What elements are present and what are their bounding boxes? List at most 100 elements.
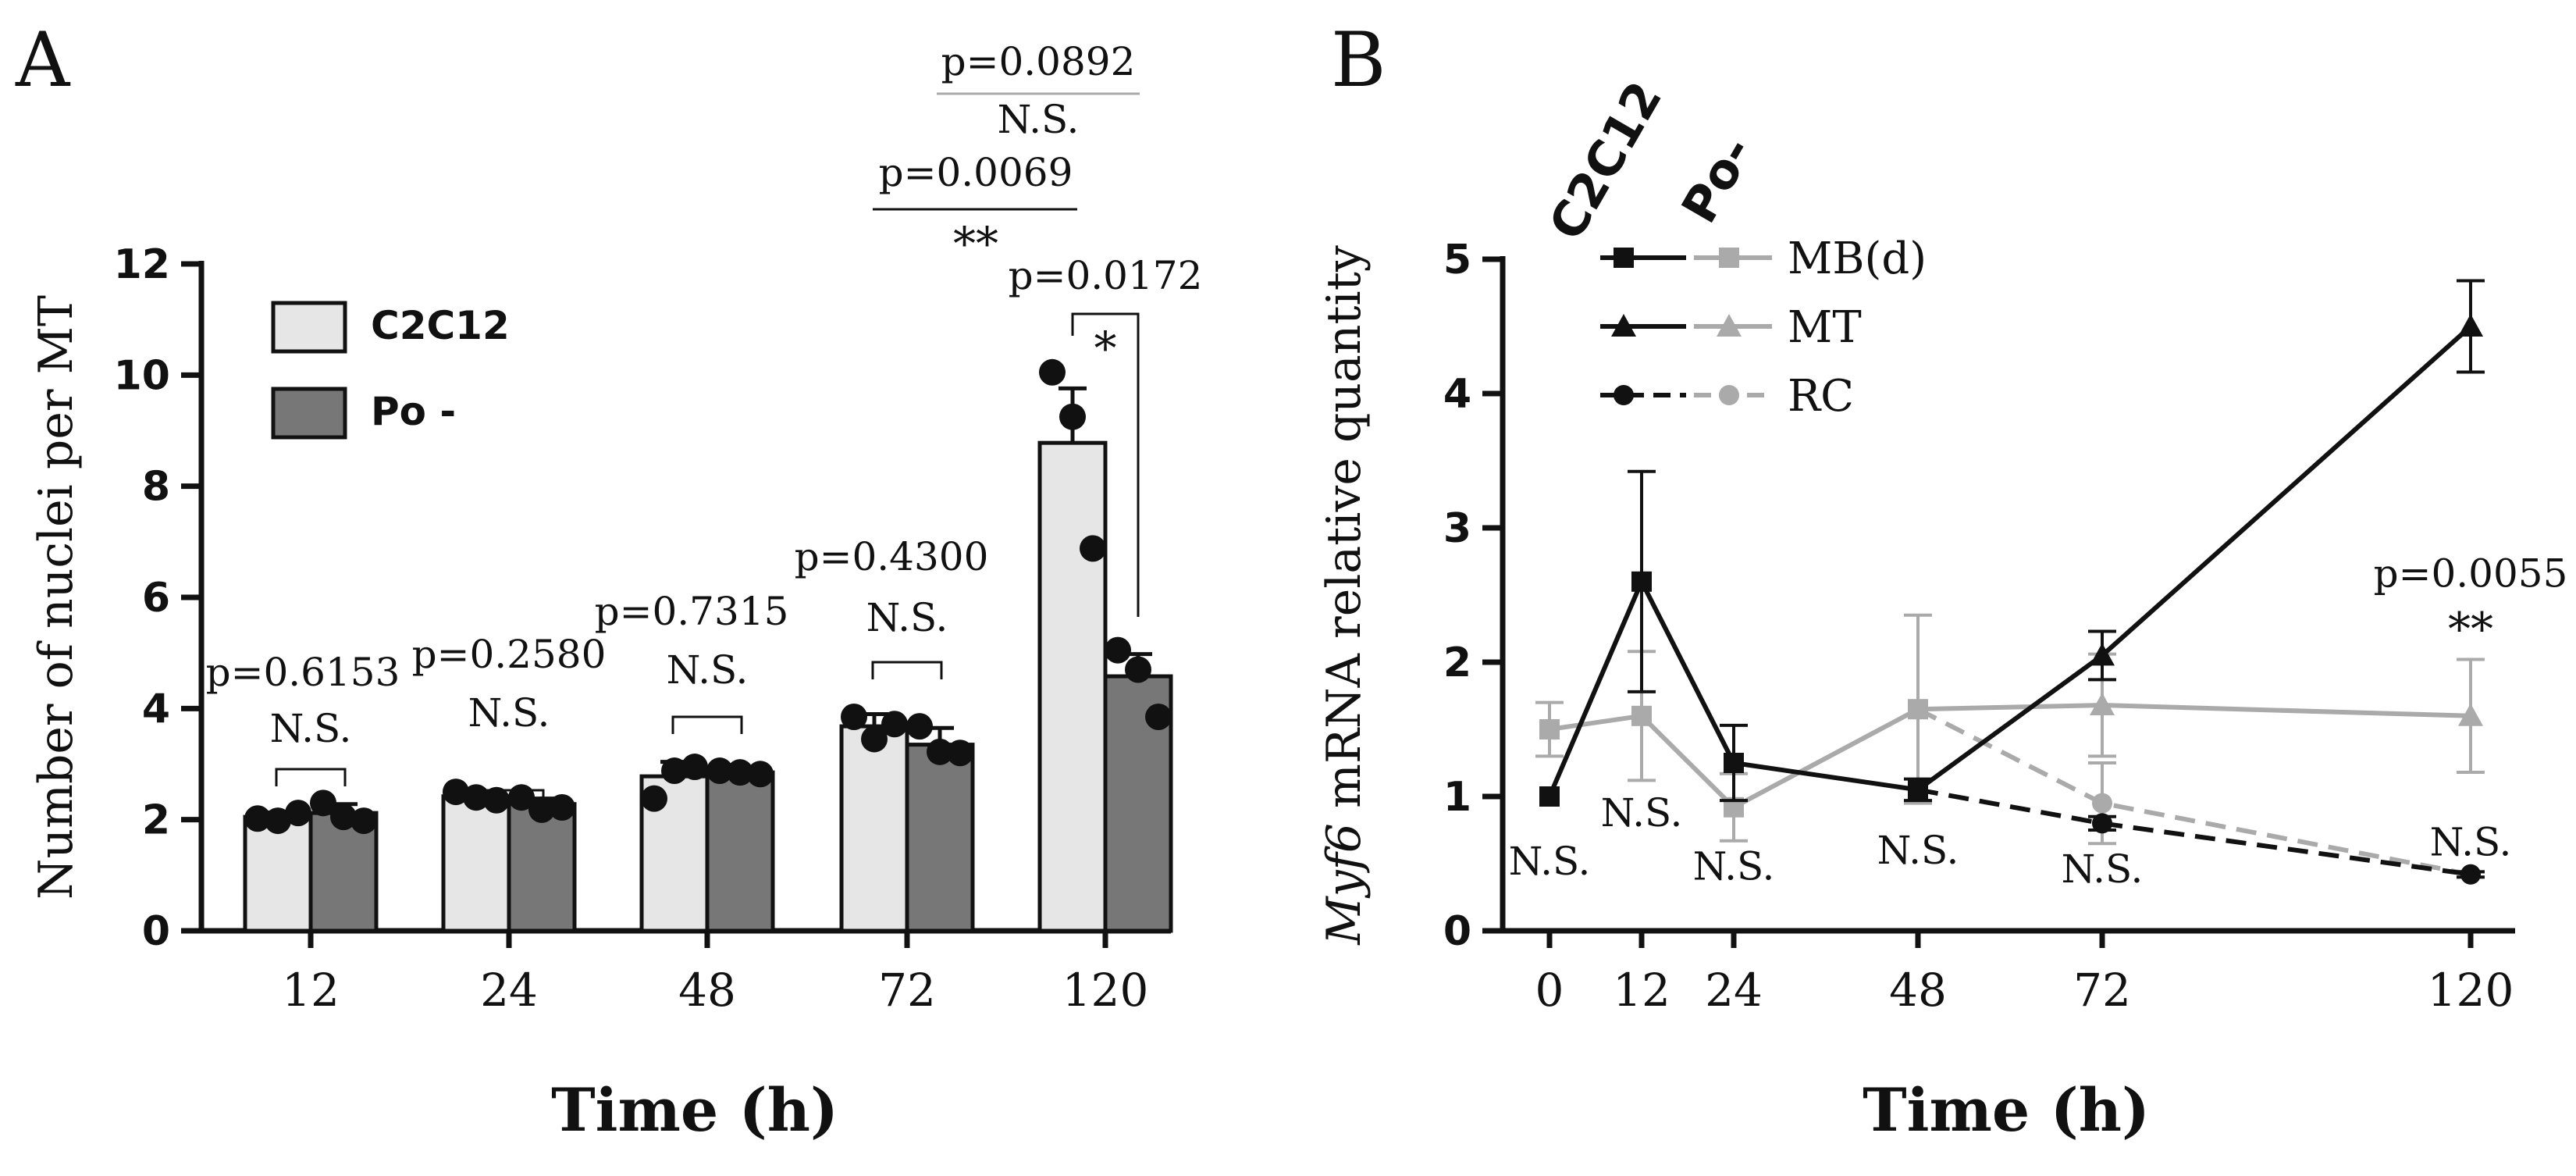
data-point (927, 738, 953, 765)
y-tick-label: 8 (142, 464, 170, 511)
data-point (1125, 656, 1151, 683)
annotation: p=0.0055 (2374, 551, 2568, 597)
annotation: N.S. (1877, 828, 1959, 873)
y-tick-label: 5 (1443, 237, 1471, 283)
bar (441, 794, 511, 933)
data-point (443, 779, 469, 806)
x-tick-label: 12 (1613, 964, 1670, 1017)
p-value-label: p=0.0172 (1009, 253, 1203, 298)
data-point (2458, 703, 2483, 726)
data-point (549, 794, 575, 821)
legend-marker (1717, 314, 1742, 337)
y-axis-title-rest: mRNA relative quantity (1317, 245, 1372, 823)
legend-marker (1611, 314, 1636, 337)
legend-marker (1719, 385, 1739, 405)
legend-swatch (271, 301, 347, 354)
p-value-label: p=0.7315 (595, 589, 789, 634)
panel-label-a: A (15, 16, 71, 104)
comparison-bracket (473, 789, 545, 807)
data-point (841, 704, 867, 731)
x-tick-label: 24 (1705, 964, 1763, 1017)
annotation: N.S. (1601, 790, 1683, 836)
data-point (906, 713, 933, 740)
x-tick-label: 48 (1889, 964, 1947, 1017)
bar (1103, 674, 1173, 933)
annotation: N.S. (2062, 846, 2144, 892)
y-tick-label: 6 (142, 575, 170, 622)
p-value-label: p=0.0892 (941, 39, 1136, 84)
p-value-label: p=0.6153 (206, 650, 400, 695)
x-tick-label: 48 (678, 964, 736, 1017)
legend-marker (1719, 248, 1739, 268)
annotation: ** (2448, 603, 2493, 656)
panel-label-b: B (1331, 16, 1386, 104)
legend-label: C2C12 (371, 303, 510, 348)
y-tick-label: 3 (1443, 505, 1471, 552)
bar (905, 743, 975, 933)
bar (839, 724, 909, 933)
series-line (1547, 576, 1919, 798)
x-tick-label: 72 (878, 964, 936, 1017)
y-axis-title-gene: Myf6 (1317, 823, 1372, 946)
y-tick-label: 1 (1443, 774, 1471, 821)
data-point (681, 754, 708, 781)
data-point (310, 789, 336, 817)
data-point (1059, 403, 1086, 430)
data-point (1145, 704, 1172, 731)
data-point (1539, 719, 1560, 739)
y-tick-label: 2 (142, 797, 170, 844)
data-point (947, 739, 973, 767)
comparison-bracket (871, 661, 943, 679)
significance-label: N.S. (667, 647, 749, 693)
significance-label: * (1094, 322, 1117, 375)
data-point (1539, 786, 1560, 807)
legend-label: MB(d) (1788, 233, 1927, 284)
data-point (661, 757, 688, 785)
data-point (330, 804, 357, 831)
legend-label: RC (1788, 371, 1854, 422)
significance-label: N.S. (270, 706, 352, 751)
data-point (727, 759, 753, 786)
y-axis-title: Number of nuclei per MT (29, 295, 84, 900)
y-tick-label: 2 (1443, 640, 1471, 686)
y-tick-label: 0 (1443, 908, 1471, 955)
series-line (1917, 703, 2471, 718)
series-line (1917, 787, 2471, 877)
x-tick-label: 24 (480, 964, 538, 1017)
legend-header: Po- (1670, 127, 1764, 232)
y-tick-label: 10 (114, 352, 170, 399)
y-axis-title: Myf6 mRNA relative quantity (1317, 245, 1372, 946)
x-axis-title: Time (h) (1863, 1075, 2150, 1145)
series-line (1916, 707, 2471, 877)
bar (705, 770, 775, 933)
data-point (2090, 643, 2115, 666)
x-tick-label: 72 (2073, 964, 2131, 1017)
data-point (747, 761, 774, 788)
legend-marker (1614, 248, 1634, 268)
x-tick-label: 0 (1535, 964, 1564, 1017)
comparison-bracket (275, 768, 347, 786)
bar (1037, 440, 1108, 933)
data-point (706, 757, 733, 785)
annotation: N.S. (2430, 820, 2512, 865)
significance-label: N.S. (998, 97, 1080, 142)
data-point (1039, 358, 1066, 386)
p-value-label: p=0.2580 (412, 632, 607, 677)
x-tick-label: 120 (2428, 964, 2514, 1017)
data-point (2458, 314, 2483, 337)
x-axis-title: Time (h) (551, 1075, 838, 1145)
data-point (1080, 535, 1106, 562)
x-tick-label: 120 (1062, 964, 1149, 1017)
data-point (528, 796, 555, 823)
data-point (1631, 571, 1652, 592)
data-point (265, 807, 291, 835)
y-tick-label: 4 (1443, 371, 1471, 418)
significance-label: ** (953, 217, 998, 270)
legend-marker (1614, 385, 1634, 405)
y-tick-label: 12 (114, 241, 170, 288)
data-point (1631, 705, 1652, 726)
data-point (881, 711, 908, 738)
